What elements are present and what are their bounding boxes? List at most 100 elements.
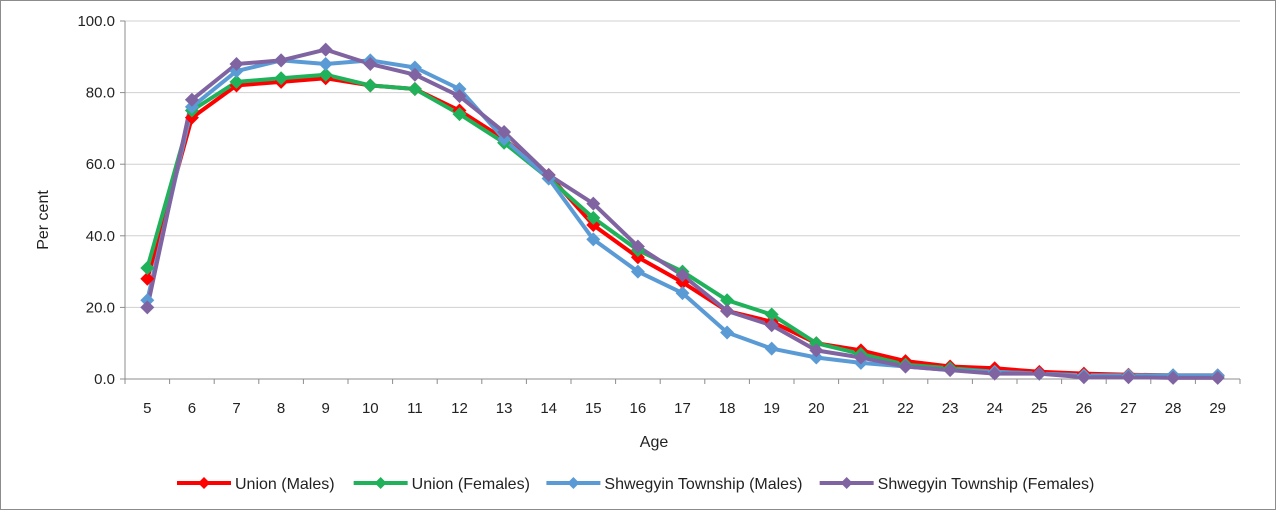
x-axis-title: Age bbox=[640, 434, 669, 451]
data-point bbox=[140, 271, 155, 286]
y-tick-label: 0.0 bbox=[94, 371, 115, 388]
legend-label: Union (Females) bbox=[412, 476, 530, 493]
data-point bbox=[675, 275, 690, 290]
x-tick-label: 17 bbox=[674, 400, 691, 417]
data-point bbox=[1210, 370, 1225, 385]
data-point bbox=[809, 350, 824, 365]
x-tick-label: 13 bbox=[496, 400, 513, 417]
legend-label: Shwegyin Township (Females) bbox=[878, 476, 1095, 493]
legend-marker bbox=[840, 477, 853, 489]
data-point bbox=[764, 341, 779, 356]
data-point bbox=[630, 239, 645, 254]
data-point bbox=[586, 210, 601, 225]
data-point bbox=[630, 250, 645, 265]
x-tick-label: 26 bbox=[1076, 400, 1093, 417]
data-point bbox=[229, 56, 244, 71]
y-axis-ticks: 0.0 20.0 40.0 60.0 80.0 100.0 bbox=[77, 13, 126, 388]
data-point bbox=[363, 78, 378, 93]
x-tick-label: 22 bbox=[897, 400, 914, 417]
legend-item: Union (Females) bbox=[353, 476, 530, 493]
data-point bbox=[407, 60, 422, 75]
data-point bbox=[809, 343, 824, 358]
y-tick-label: 20.0 bbox=[86, 299, 115, 316]
data-point bbox=[720, 325, 735, 340]
data-point bbox=[140, 300, 155, 315]
data-point bbox=[987, 366, 1002, 381]
gridlines bbox=[125, 20, 1240, 380]
x-tick-label: 20 bbox=[808, 400, 825, 417]
data-point bbox=[943, 363, 958, 378]
x-tick-label: 14 bbox=[540, 400, 557, 417]
data-point bbox=[586, 232, 601, 247]
data-point bbox=[497, 132, 512, 147]
y-tick-label: 40.0 bbox=[86, 228, 115, 245]
data-point bbox=[586, 218, 601, 233]
data-point bbox=[675, 268, 690, 283]
data-point bbox=[1076, 370, 1091, 385]
legend-item: Shwegyin Township (Males) bbox=[546, 476, 802, 493]
y-axis-title: Per cent bbox=[35, 190, 52, 250]
data-point bbox=[274, 71, 289, 86]
data-point bbox=[184, 99, 199, 114]
x-tick-label: 11 bbox=[407, 400, 423, 417]
data-point bbox=[675, 286, 690, 301]
data-point bbox=[1166, 370, 1181, 385]
data-point bbox=[318, 42, 333, 57]
data-point bbox=[274, 53, 289, 68]
x-tick-label: 19 bbox=[763, 400, 780, 417]
data-point bbox=[229, 74, 244, 89]
data-point bbox=[898, 359, 913, 374]
data-point bbox=[140, 261, 155, 276]
data-point bbox=[497, 124, 512, 139]
x-axis-ticks: 5 6 7 8 9 10 11 12 13 14 15 16 17 18 19 20 21 22 23 24 25 26 2… bbox=[124, 378, 1241, 417]
x-tick-label: 29 bbox=[1209, 400, 1226, 417]
data-point bbox=[229, 64, 244, 79]
data-point bbox=[720, 293, 735, 308]
x-tick-label: 9 bbox=[322, 400, 330, 417]
series-line bbox=[145, 72, 1218, 379]
series-lines bbox=[145, 47, 1218, 380]
series-markers bbox=[140, 42, 1225, 385]
x-tick-label: 10 bbox=[362, 400, 379, 417]
x-tick-label: 24 bbox=[986, 400, 1003, 417]
x-tick-label: 23 bbox=[942, 400, 959, 417]
y-tick-label: 80.0 bbox=[86, 85, 115, 102]
x-tick-label: 21 bbox=[853, 400, 870, 417]
x-tick-label: 15 bbox=[585, 400, 602, 417]
series-line bbox=[145, 47, 1218, 380]
x-tick-label: 27 bbox=[1120, 400, 1137, 417]
data-point bbox=[853, 350, 868, 365]
data-point bbox=[363, 56, 378, 71]
legend: Union (Males) Union (Females) Shwegyin Tow… bbox=[177, 476, 1094, 493]
data-point bbox=[452, 107, 467, 122]
legend-marker bbox=[198, 477, 210, 489]
legend-item: Union (Males) bbox=[177, 476, 335, 493]
data-point bbox=[1121, 370, 1136, 385]
legend-marker bbox=[567, 477, 580, 489]
data-point bbox=[452, 89, 467, 104]
data-point bbox=[541, 167, 556, 182]
data-point bbox=[318, 56, 333, 71]
x-tick-label: 25 bbox=[1031, 400, 1048, 417]
data-point bbox=[184, 110, 199, 125]
data-point bbox=[1032, 366, 1047, 381]
series-line bbox=[145, 76, 1218, 378]
y-tick-label: 60.0 bbox=[86, 156, 115, 173]
legend-marker bbox=[374, 477, 387, 489]
data-point bbox=[452, 82, 467, 97]
data-point bbox=[809, 336, 824, 351]
data-point bbox=[318, 67, 333, 82]
data-point bbox=[407, 82, 422, 97]
data-point bbox=[586, 196, 601, 211]
data-point bbox=[140, 293, 155, 308]
x-tick-label: 18 bbox=[719, 400, 736, 417]
x-tick-label: 16 bbox=[630, 400, 647, 417]
x-tick-label: 12 bbox=[451, 400, 468, 417]
legend-label: Union (Males) bbox=[235, 476, 335, 493]
data-point bbox=[407, 67, 422, 82]
series-line bbox=[145, 58, 1218, 378]
data-point bbox=[630, 264, 645, 279]
x-tick-label: 28 bbox=[1165, 400, 1182, 417]
legend-label: Shwegyin Township (Males) bbox=[604, 476, 802, 493]
